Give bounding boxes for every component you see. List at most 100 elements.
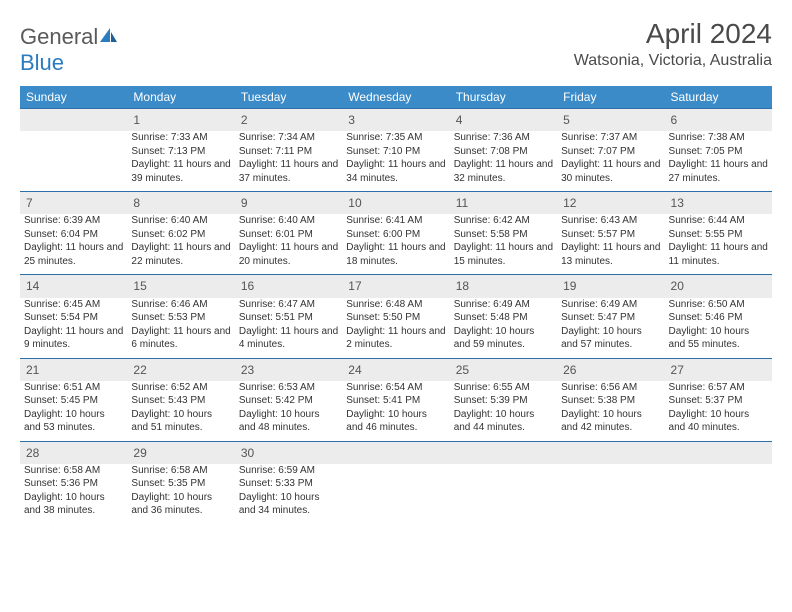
sunset-line: Sunset: 5:39 PM [454,394,553,408]
sunset-line: Sunset: 5:47 PM [561,311,660,325]
daylight-line: Daylight: 11 hours and 4 minutes. [239,325,338,352]
daylight-line: Daylight: 11 hours and 2 minutes. [346,325,445,352]
weekday-header: Friday [557,86,664,109]
sunset-line: Sunset: 7:07 PM [561,145,660,159]
sunset-line: Sunset: 5:55 PM [669,228,768,242]
logo: GeneralBlue [20,18,118,76]
day-content-cell: Sunrise: 6:48 AMSunset: 5:50 PMDaylight:… [342,298,449,359]
sunrise-line: Sunrise: 6:58 AM [24,464,123,478]
sunset-line: Sunset: 5:43 PM [131,394,230,408]
weekday-header: Tuesday [235,86,342,109]
sunset-line: Sunset: 7:10 PM [346,145,445,159]
day-content-cell: Sunrise: 6:56 AMSunset: 5:38 PMDaylight:… [557,381,664,442]
daylight-line: Daylight: 11 hours and 32 minutes. [454,158,553,185]
daylight-line: Daylight: 10 hours and 36 minutes. [131,491,230,518]
sunrise-line: Sunrise: 6:45 AM [24,298,123,312]
day-number-cell [20,109,127,132]
weekday-header: Sunday [20,86,127,109]
sunset-line: Sunset: 7:08 PM [454,145,553,159]
day-number-row: 123456 [20,109,772,132]
sunrise-line: Sunrise: 6:58 AM [131,464,230,478]
sunset-line: Sunset: 5:54 PM [24,311,123,325]
sunrise-line: Sunrise: 6:43 AM [561,214,660,228]
day-content-cell: Sunrise: 6:57 AMSunset: 5:37 PMDaylight:… [665,381,772,442]
day-content-cell: Sunrise: 6:49 AMSunset: 5:48 PMDaylight:… [450,298,557,359]
sunrise-line: Sunrise: 6:46 AM [131,298,230,312]
sunrise-line: Sunrise: 6:44 AM [669,214,768,228]
day-number-cell [665,441,772,464]
calendar-table: SundayMondayTuesdayWednesdayThursdayFrid… [20,86,772,524]
day-number-cell: 21 [20,358,127,381]
weekday-header-row: SundayMondayTuesdayWednesdayThursdayFrid… [20,86,772,109]
sunset-line: Sunset: 5:41 PM [346,394,445,408]
daylight-line: Daylight: 10 hours and 38 minutes. [24,491,123,518]
daylight-line: Daylight: 10 hours and 34 minutes. [239,491,338,518]
sunset-line: Sunset: 5:42 PM [239,394,338,408]
sunrise-line: Sunrise: 6:50 AM [669,298,768,312]
sunrise-line: Sunrise: 6:40 AM [239,214,338,228]
daylight-line: Daylight: 10 hours and 42 minutes. [561,408,660,435]
day-number-cell: 5 [557,109,664,132]
sunset-line: Sunset: 6:01 PM [239,228,338,242]
daylight-line: Daylight: 11 hours and 27 minutes. [669,158,768,185]
sunset-line: Sunset: 5:37 PM [669,394,768,408]
day-content-cell: Sunrise: 7:36 AMSunset: 7:08 PMDaylight:… [450,131,557,192]
day-number-cell [450,441,557,464]
day-content-cell: Sunrise: 6:50 AMSunset: 5:46 PMDaylight:… [665,298,772,359]
day-number-row: 78910111213 [20,192,772,215]
day-number-row: 14151617181920 [20,275,772,298]
sunrise-line: Sunrise: 7:34 AM [239,131,338,145]
day-content-row: Sunrise: 6:39 AMSunset: 6:04 PMDaylight:… [20,214,772,275]
day-number-cell: 11 [450,192,557,215]
day-content-cell: Sunrise: 6:39 AMSunset: 6:04 PMDaylight:… [20,214,127,275]
day-number-cell: 18 [450,275,557,298]
sunset-line: Sunset: 5:57 PM [561,228,660,242]
day-content-cell: Sunrise: 6:42 AMSunset: 5:58 PMDaylight:… [450,214,557,275]
sunrise-line: Sunrise: 6:48 AM [346,298,445,312]
sunrise-line: Sunrise: 6:40 AM [131,214,230,228]
sunset-line: Sunset: 6:04 PM [24,228,123,242]
day-number-cell: 26 [557,358,664,381]
sunrise-line: Sunrise: 7:36 AM [454,131,553,145]
day-content-cell: Sunrise: 6:45 AMSunset: 5:54 PMDaylight:… [20,298,127,359]
sunset-line: Sunset: 5:45 PM [24,394,123,408]
logo-part2: Blue [20,50,64,75]
daylight-line: Daylight: 11 hours and 34 minutes. [346,158,445,185]
day-number-row: 21222324252627 [20,358,772,381]
day-number-cell: 14 [20,275,127,298]
day-number-cell: 28 [20,441,127,464]
day-content-cell: Sunrise: 6:59 AMSunset: 5:33 PMDaylight:… [235,464,342,524]
sunrise-line: Sunrise: 6:55 AM [454,381,553,395]
day-content-cell: Sunrise: 7:34 AMSunset: 7:11 PMDaylight:… [235,131,342,192]
daylight-line: Daylight: 11 hours and 22 minutes. [131,241,230,268]
sunrise-line: Sunrise: 6:51 AM [24,381,123,395]
day-content-cell: Sunrise: 6:58 AMSunset: 5:36 PMDaylight:… [20,464,127,524]
day-content-cell: Sunrise: 6:40 AMSunset: 6:02 PMDaylight:… [127,214,234,275]
weekday-header: Monday [127,86,234,109]
daylight-line: Daylight: 10 hours and 48 minutes. [239,408,338,435]
weekday-header: Thursday [450,86,557,109]
sunrise-line: Sunrise: 7:38 AM [669,131,768,145]
sunrise-line: Sunrise: 6:57 AM [669,381,768,395]
sunrise-line: Sunrise: 7:35 AM [346,131,445,145]
day-content-row: Sunrise: 7:33 AMSunset: 7:13 PMDaylight:… [20,131,772,192]
day-number-cell: 6 [665,109,772,132]
daylight-line: Daylight: 11 hours and 13 minutes. [561,241,660,268]
daylight-line: Daylight: 11 hours and 25 minutes. [24,241,123,268]
daylight-line: Daylight: 10 hours and 46 minutes. [346,408,445,435]
day-content-cell: Sunrise: 6:58 AMSunset: 5:35 PMDaylight:… [127,464,234,524]
day-content-cell [20,131,127,192]
sunset-line: Sunset: 5:50 PM [346,311,445,325]
day-number-cell: 20 [665,275,772,298]
daylight-line: Daylight: 11 hours and 11 minutes. [669,241,768,268]
logo-text: GeneralBlue [20,24,118,76]
sunset-line: Sunset: 5:51 PM [239,311,338,325]
sunrise-line: Sunrise: 6:56 AM [561,381,660,395]
daylight-line: Daylight: 10 hours and 51 minutes. [131,408,230,435]
day-content-cell: Sunrise: 7:35 AMSunset: 7:10 PMDaylight:… [342,131,449,192]
day-number-cell [342,441,449,464]
day-number-cell: 4 [450,109,557,132]
sunset-line: Sunset: 5:58 PM [454,228,553,242]
daylight-line: Daylight: 10 hours and 59 minutes. [454,325,553,352]
day-number-row: 282930 [20,441,772,464]
